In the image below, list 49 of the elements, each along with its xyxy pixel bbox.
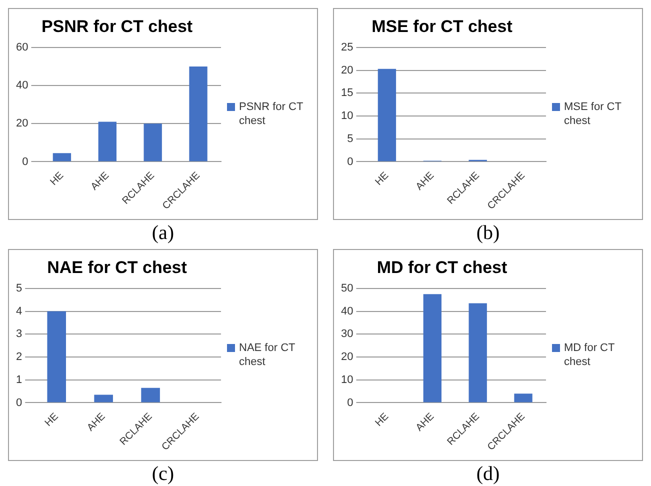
y-tick-label: 20 — [340, 64, 354, 76]
y-tick-label: 15 — [340, 87, 354, 100]
y-tick-label: 10 — [340, 374, 354, 386]
bar — [423, 294, 442, 402]
y-tick-label: 40 — [340, 305, 354, 318]
y-tick-label: 40 — [16, 80, 28, 92]
bar — [98, 122, 116, 162]
text: (a) — [152, 222, 174, 245]
y-tick-label: 0 — [22, 156, 28, 168]
legend-label: PSNR for CT chest — [239, 100, 304, 128]
x-tick-label: HE — [373, 170, 392, 188]
bar — [47, 311, 66, 402]
y-tick-label: 20 — [340, 351, 354, 364]
y-tick-label: 50 — [340, 282, 354, 294]
x-tick-label: HE — [43, 411, 61, 429]
bar — [94, 394, 113, 402]
text: (b) — [476, 222, 500, 245]
bar — [52, 153, 72, 162]
y-tick-label: 2 — [16, 351, 22, 364]
text: (d) — [476, 463, 500, 486]
chart-title: PSNR for CT chest — [41, 16, 193, 36]
y-tick-label: 3 — [16, 328, 22, 340]
y-tick-label: 25 — [340, 41, 354, 54]
bar — [378, 68, 396, 162]
y-tick-label: 30 — [340, 328, 354, 340]
chart-title: MSE for CT chest — [372, 16, 513, 36]
y-tick-label: 0 — [16, 396, 22, 409]
legend-label: NAE for CT chest — [239, 341, 296, 369]
bar — [144, 124, 162, 162]
text: (c) — [152, 463, 174, 486]
y-tick-label: 60 — [16, 41, 28, 54]
legend-label: MD for CT chest — [564, 341, 616, 369]
x-tick-label: HE — [373, 411, 392, 429]
bar — [468, 303, 487, 402]
legend-label: MSE for CT chest — [564, 100, 622, 128]
bar — [141, 388, 160, 402]
chart-title: MD for CT chest — [376, 258, 508, 277]
y-tick-label: 5 — [347, 132, 354, 145]
y-tick-label: 1 — [16, 374, 22, 386]
x-tick-label: HE — [48, 170, 66, 188]
bar — [189, 66, 208, 162]
chart-title: NAE for CT chest — [47, 258, 188, 277]
bar — [514, 394, 532, 402]
y-tick-label: 20 — [16, 118, 28, 130]
y-tick-label: 0 — [347, 396, 354, 409]
y-tick-label: 4 — [16, 305, 22, 318]
y-tick-label: 10 — [340, 110, 354, 122]
y-tick-label: 0 — [347, 156, 354, 168]
y-tick-label: 5 — [16, 282, 22, 294]
